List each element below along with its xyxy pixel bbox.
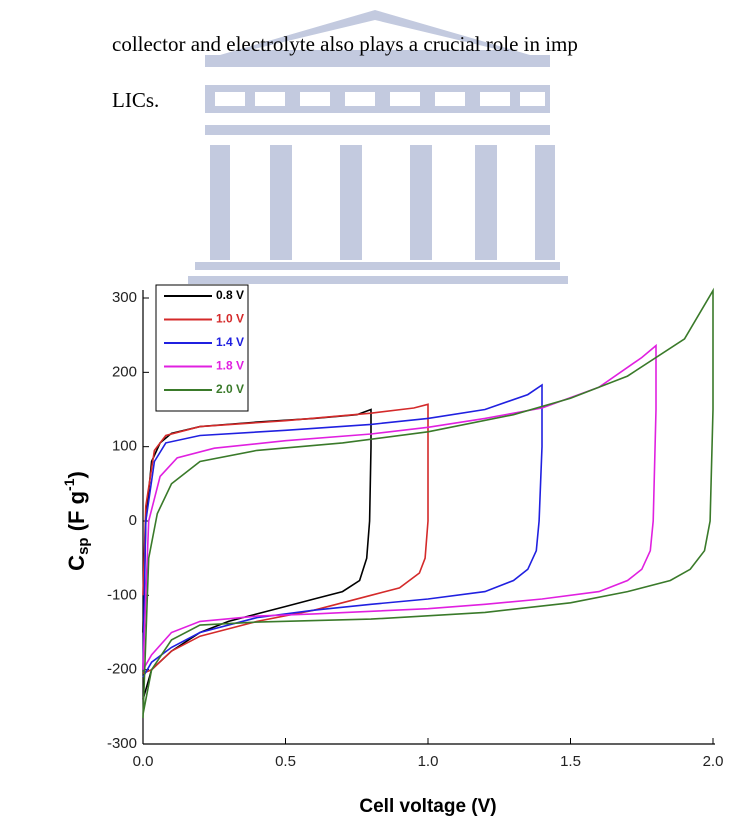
y-axis-label-part: -1 (61, 478, 77, 491)
y-tick-label: 100 (112, 438, 137, 455)
y-axis-label-part: C (64, 555, 89, 571)
legend-label: 1.4 V (216, 335, 244, 349)
y-axis-label-part: ) (64, 471, 89, 478)
legend-label: 0.8 V (216, 288, 244, 302)
text-line: LICs. (112, 88, 160, 112)
series-line (142, 403, 429, 675)
legend-label: 2.0 V (216, 382, 244, 396)
y-tick-label: 300 (112, 289, 137, 306)
text-line: collector and electrolyte also plays a c… (112, 32, 578, 56)
y-tick-label: -100 (107, 586, 137, 603)
legend-label: 1.8 V (216, 359, 244, 373)
y-axis-label-part: (F g (64, 491, 89, 537)
y-axis-label-part: sp (75, 537, 92, 555)
series-line (142, 408, 372, 700)
x-tick-label: 0.0 (133, 753, 154, 770)
y-axis-label: Csp (F g-1) (61, 471, 92, 571)
y-tick-label: 200 (112, 363, 137, 380)
x-tick-label: 1.5 (560, 753, 581, 770)
x-axis-label: Cell voltage (V) (359, 796, 496, 817)
x-tick-label: 1.0 (418, 753, 439, 770)
series-line (142, 383, 543, 678)
y-tick-label: -300 (107, 735, 137, 752)
series-line (142, 287, 714, 719)
y-tick-label: -200 (107, 661, 137, 678)
y-tick-label: 0 (129, 512, 137, 529)
x-tick-label: 0.5 (275, 753, 296, 770)
watermark-logo (188, 10, 568, 284)
legend-label: 1.0 V (216, 312, 244, 326)
series-line (142, 343, 657, 671)
x-tick-label: 2.0 (703, 753, 724, 770)
